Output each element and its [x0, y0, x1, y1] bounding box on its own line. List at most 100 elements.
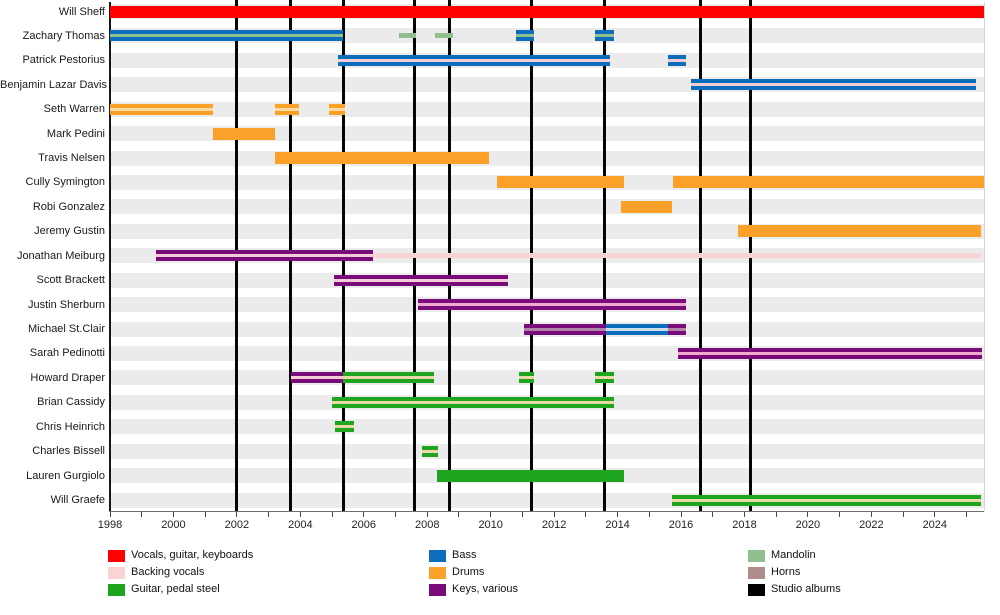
x-axis-year-label: 2000 — [161, 519, 186, 531]
x-axis-year-label: 2022 — [859, 519, 884, 531]
row-band — [110, 199, 984, 215]
x-axis-year-label: 2020 — [795, 519, 821, 531]
x-axis-tick — [458, 512, 460, 517]
timeline-bar — [213, 127, 275, 140]
timeline-bar — [671, 494, 981, 506]
row-band — [110, 126, 984, 142]
x-axis-tick — [141, 512, 143, 517]
instrument-stripe — [524, 327, 686, 331]
timeline-bar — [738, 225, 981, 238]
member-label: Mark Pedini — [46, 127, 105, 140]
legend-item: Horns — [748, 566, 1000, 581]
timeline-bar — [290, 372, 344, 384]
x-axis-tick — [870, 512, 872, 517]
legend-label: Studio albums — [771, 583, 841, 595]
timeline-bar — [417, 299, 686, 311]
member-label: Chris Heinrich — [35, 420, 105, 433]
legend-label: Backing vocals — [131, 566, 205, 578]
legend-item: Backing vocals — [108, 566, 408, 581]
member-label: Benjamin Lazar Davis — [0, 78, 107, 91]
x-axis-tick — [236, 512, 238, 517]
row-band — [110, 101, 984, 117]
instrument-stripe — [333, 278, 509, 282]
x-axis-tick — [648, 512, 650, 517]
x-axis-tick — [712, 512, 714, 517]
timeline-bar — [332, 396, 615, 408]
row-band — [110, 370, 984, 386]
x-axis-year-label: 2002 — [224, 519, 250, 531]
legend-label: Bass — [452, 549, 477, 561]
member-label: Travis Nelsen — [38, 152, 105, 165]
member-label: Howard Draper — [30, 371, 105, 384]
instrument-stripe — [595, 376, 615, 380]
timeline-bar — [274, 103, 299, 115]
instrument-stripe — [274, 107, 299, 111]
legend-label: Keys, various — [452, 583, 519, 595]
member-label: Brian Cassidy — [37, 396, 105, 409]
x-axis-tick — [902, 512, 904, 517]
legend-item: Guitar, pedal steel — [108, 583, 408, 598]
timeline-bar — [156, 250, 374, 262]
instrument-stripe — [519, 376, 534, 380]
instrument-stripe — [606, 327, 669, 331]
instrument-stripe — [671, 498, 981, 502]
legend-label: Mandolin — [771, 549, 816, 561]
legend-swatch — [748, 584, 765, 596]
row-band — [110, 419, 984, 435]
plot-right-edge — [984, 2, 985, 511]
x-axis-tick — [172, 512, 174, 517]
x-axis-year-label: 2016 — [668, 519, 694, 531]
instrument-stripe — [417, 303, 686, 307]
instrument-stripe — [332, 400, 615, 404]
timeline-bar — [338, 54, 610, 66]
member-label: Scott Brackett — [36, 274, 105, 287]
x-axis-year-label: 1998 — [97, 519, 123, 531]
instrument-stripe — [422, 449, 439, 453]
instrument-stripe — [690, 83, 977, 87]
instrument-stripe — [156, 254, 374, 258]
timeline-bar — [398, 33, 417, 39]
legend-item: Bass — [429, 549, 729, 564]
x-axis-year-label: 2012 — [541, 519, 567, 531]
timeline-bar — [677, 347, 983, 359]
y-axis-line — [109, 2, 111, 511]
timeline-bar — [435, 33, 453, 39]
x-axis-tick — [204, 512, 206, 517]
timeline-bar — [333, 274, 509, 286]
row-band — [110, 272, 984, 288]
member-label: Lauren Gurgiolo — [26, 469, 105, 482]
timeline-bar — [343, 372, 434, 384]
legend-item: Keys, various — [429, 583, 729, 598]
member-label: Jonathan Meiburg — [16, 249, 105, 262]
instrument-stripe — [335, 425, 355, 429]
timeline-bar — [274, 152, 490, 165]
x-axis-tick — [617, 512, 619, 517]
x-axis-tick — [268, 512, 270, 517]
member-label: Justin Sherburn — [27, 298, 105, 311]
legend-swatch — [748, 550, 765, 562]
x-axis-tick — [426, 512, 428, 517]
member-label: Will Graefe — [50, 494, 105, 506]
instrument-stripe — [110, 34, 344, 38]
x-axis-year-label: 2014 — [605, 519, 630, 531]
x-axis-tick — [395, 512, 397, 517]
legend-swatch — [429, 550, 446, 562]
instrument-stripe — [516, 34, 534, 38]
member-label: Patrick Pestorius — [22, 54, 105, 67]
timeline-bar — [595, 372, 615, 384]
x-axis-tick — [553, 512, 555, 517]
legend-swatch — [748, 567, 765, 579]
member-label: Jeremy Gustin — [34, 225, 105, 238]
x-axis-tick — [775, 512, 777, 517]
x-axis-year-label: 2018 — [732, 519, 757, 531]
legend-swatch — [108, 584, 125, 596]
timeline-bar — [373, 253, 981, 259]
timeline-bar — [690, 79, 977, 91]
timeline-bar — [110, 103, 214, 115]
x-axis-tick — [966, 512, 968, 517]
legend-swatch — [108, 567, 125, 579]
timeline-bar — [606, 323, 669, 335]
instrument-stripe — [110, 107, 214, 111]
x-axis-tick — [331, 512, 333, 517]
